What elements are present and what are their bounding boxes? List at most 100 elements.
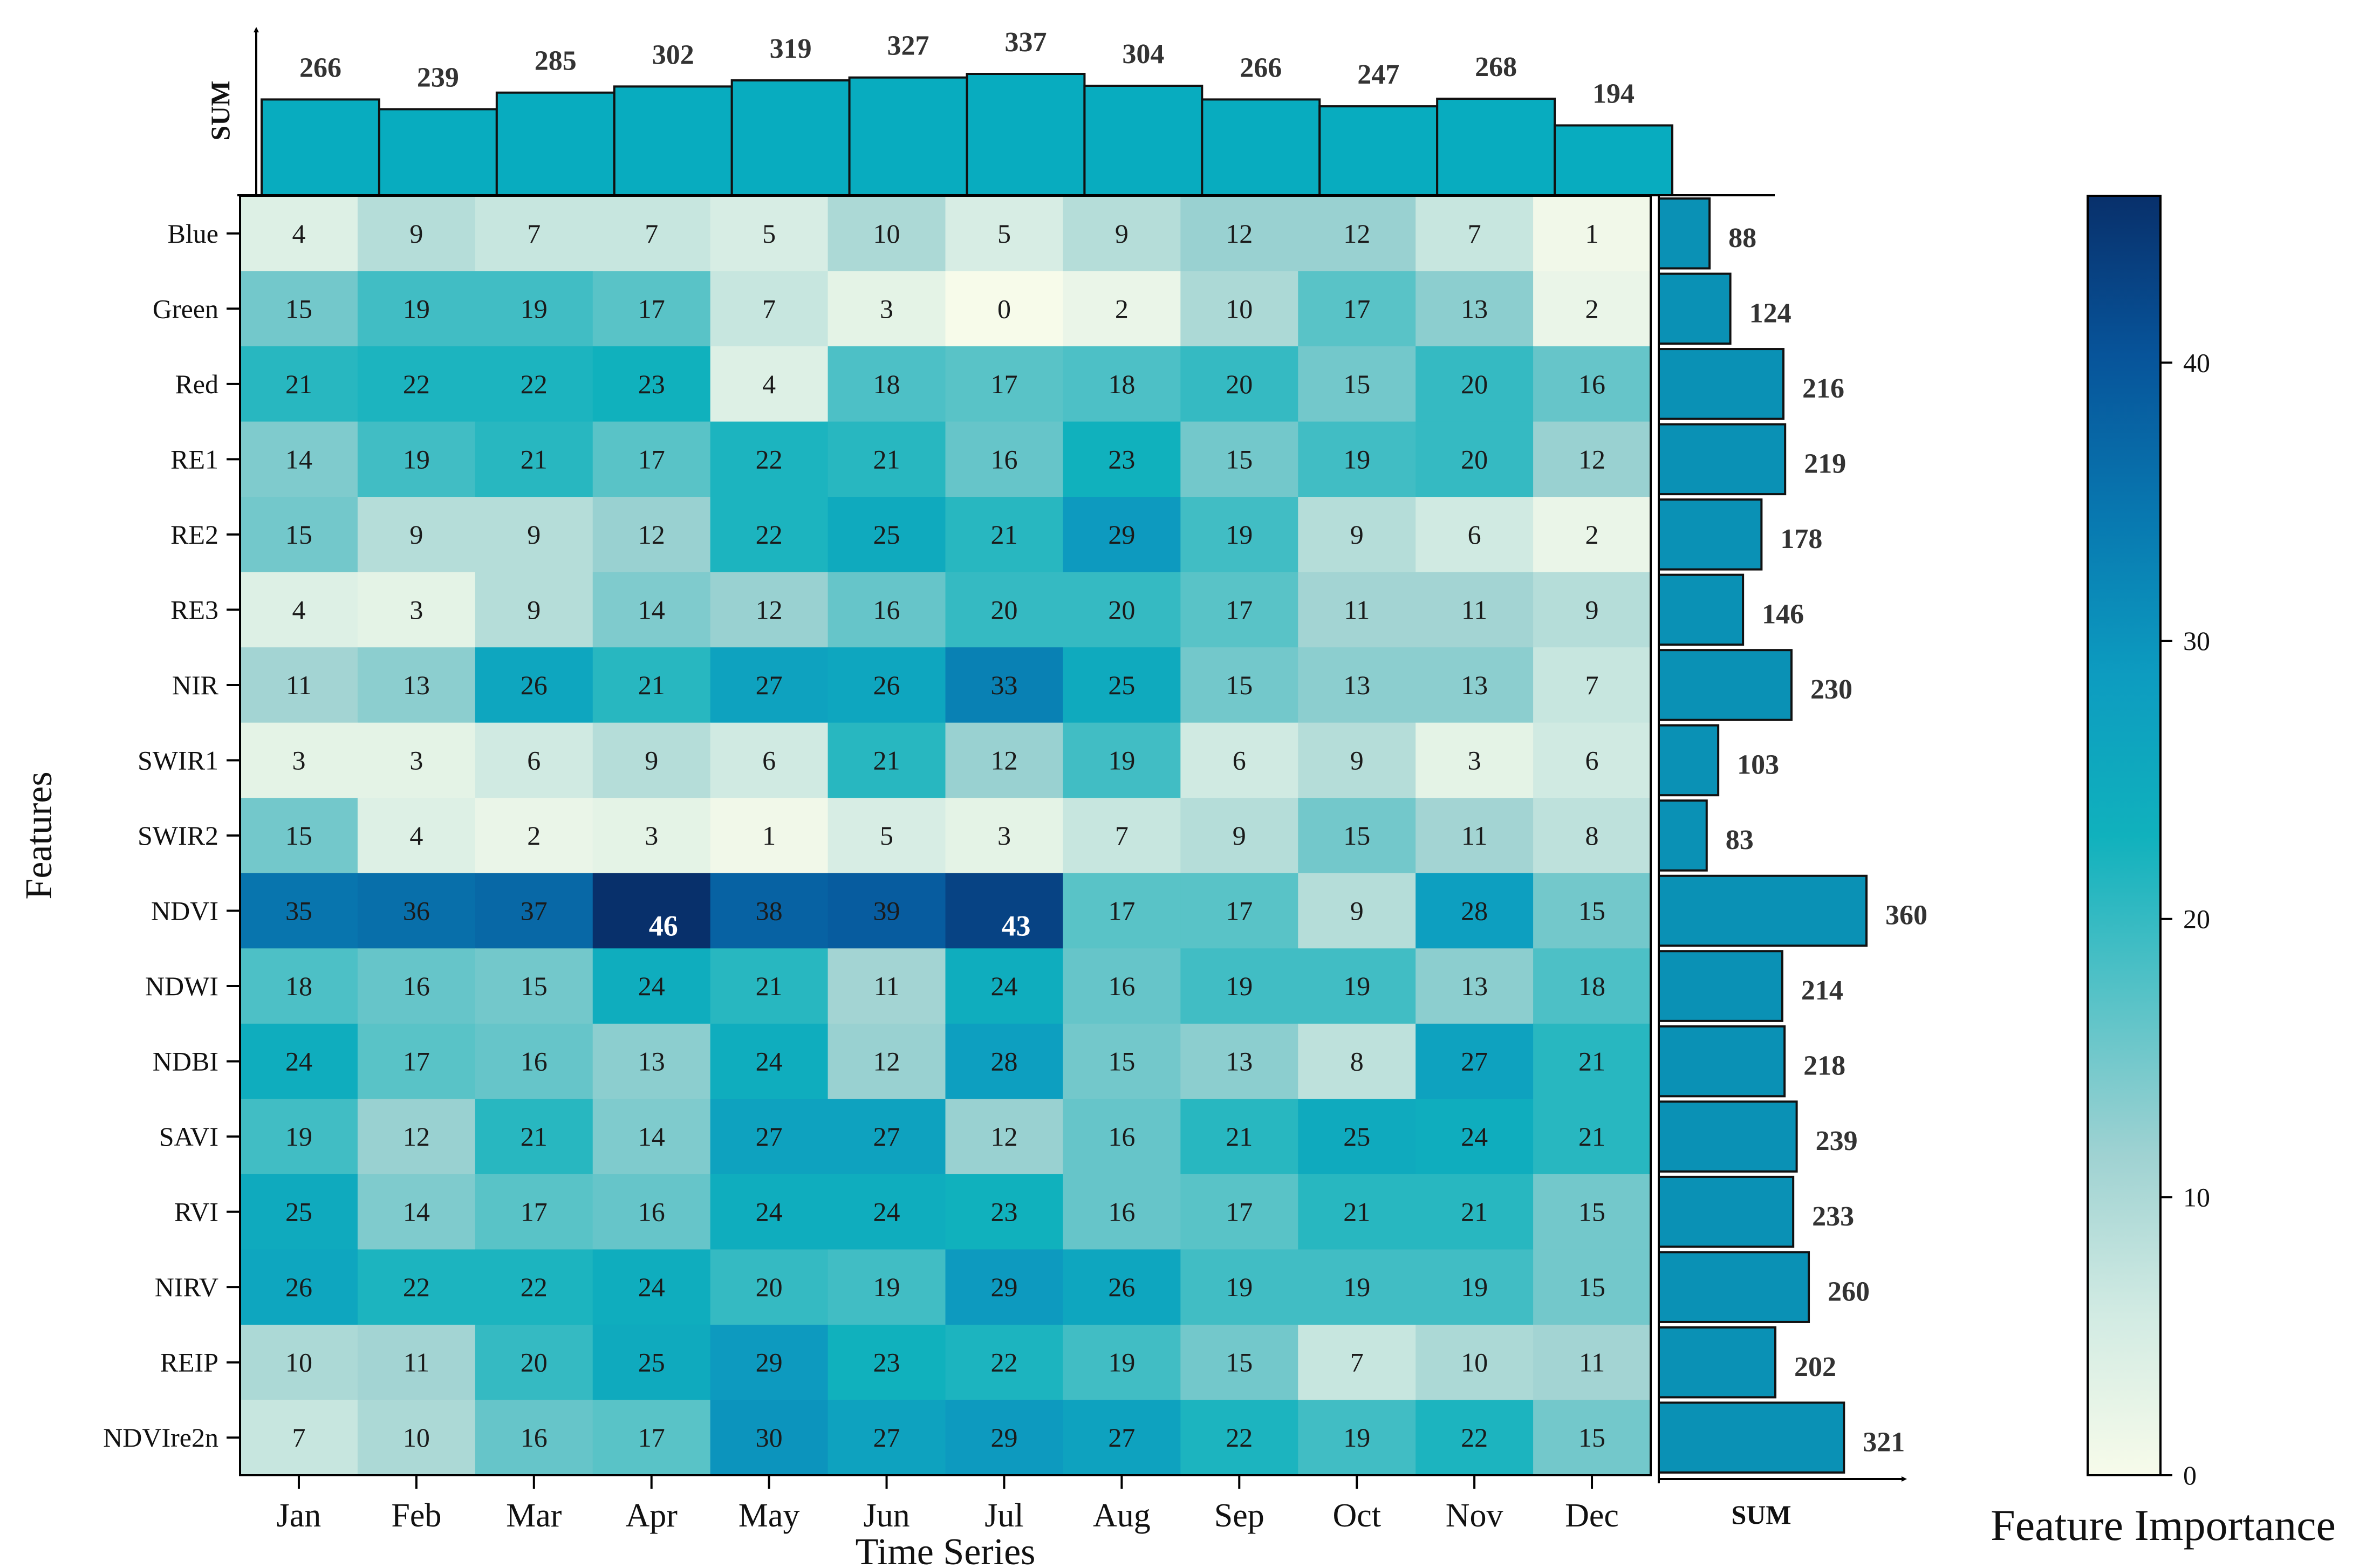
heatmap-cell <box>945 1249 1064 1325</box>
heatmap-cell <box>240 271 358 347</box>
cell-value-label: 19 <box>1226 519 1253 550</box>
top-sum-bar <box>378 108 498 196</box>
top-sum-axis-label: SUM <box>205 80 235 140</box>
heatmap-cell <box>357 1099 476 1175</box>
top-sum-bar <box>848 76 968 196</box>
cell-value-label: 24 <box>756 1046 783 1077</box>
cell-value-label: 15 <box>1578 1272 1605 1302</box>
heatmap-cell <box>945 1400 1064 1476</box>
heatmap-cell <box>1180 196 1298 272</box>
cell-value-label: 12 <box>1343 218 1370 249</box>
heatmap-cell <box>1416 798 1534 874</box>
cell-value-label: 3 <box>880 293 893 324</box>
heatmap-cell <box>1416 1023 1534 1099</box>
cell-value-label: 15 <box>1578 1197 1605 1227</box>
cell-value-label: 15 <box>1343 369 1370 399</box>
cell-value-label: 11 <box>1461 594 1487 625</box>
cell-value-label: 22 <box>1461 1422 1488 1453</box>
heatmap-cell <box>1180 1324 1298 1401</box>
cell-value-label: 1 <box>762 820 776 851</box>
heatmap-cell <box>1298 798 1416 874</box>
right-sum-bar <box>1658 272 1732 345</box>
right-sum-label: 230 <box>1810 674 1852 705</box>
cell-value-label: 9 <box>1350 519 1364 550</box>
heatmap-cell <box>1533 1099 1651 1175</box>
heatmap-cell <box>357 271 476 347</box>
heatmap-cell <box>1180 948 1298 1024</box>
cell-value-label: 23 <box>1108 444 1135 474</box>
cell-value-label: 20 <box>1461 369 1488 399</box>
cell-value-label: 15 <box>521 971 548 1001</box>
cell-value-label: 10 <box>873 218 900 249</box>
heatmap-cell <box>357 1249 476 1325</box>
cell-value-label: 23 <box>990 1197 1017 1227</box>
cell-value-label: 19 <box>1343 1272 1370 1302</box>
cell-value-label: 7 <box>1585 670 1599 700</box>
heatmap-cell <box>945 1324 1064 1401</box>
right-sum-bar <box>1658 1401 1845 1474</box>
heatmap-cell <box>710 1174 829 1250</box>
cell-value-label: 24 <box>1461 1121 1488 1152</box>
top-sum-bars: 266 239 285 302 319 327 337 304 266 247 268 194 <box>261 27 1673 196</box>
right-sum-bar <box>1658 649 1793 721</box>
heatmap-cell <box>1416 572 1534 648</box>
heatmap-cell <box>475 1249 593 1325</box>
cell-value-label: 3 <box>1468 745 1481 775</box>
y-tick-label: RE2 <box>170 519 218 550</box>
cell-value-label: 24 <box>990 971 1017 1001</box>
y-tick-label: RVI <box>174 1197 218 1227</box>
heatmap-cell <box>240 421 358 497</box>
top-sum-label: 266 <box>1240 52 1282 83</box>
cell-value-label: 38 <box>756 896 783 926</box>
cell-value-label: 17 <box>1226 896 1253 926</box>
cell-value-label: 21 <box>873 745 900 775</box>
heatmap-cell <box>1533 948 1651 1024</box>
heatmap-cell <box>1298 1099 1416 1175</box>
heatmap-cell <box>1298 1023 1416 1099</box>
heatmap-cell <box>828 1099 946 1175</box>
cell-value-label: 3 <box>645 820 658 851</box>
cell-value-label: 22 <box>756 444 783 474</box>
heatmap-cell <box>475 346 593 422</box>
heatmap-cell <box>240 1174 358 1250</box>
cell-value-label: 13 <box>1461 971 1488 1001</box>
y-tick-label: SAVI <box>159 1121 218 1152</box>
cell-value-label: 19 <box>1343 444 1370 474</box>
cell-value-label: 21 <box>521 1121 548 1152</box>
right-sum-label: 124 <box>1749 298 1791 328</box>
right-sum-bar <box>1658 950 1783 1022</box>
cell-value-label: 15 <box>1578 896 1605 926</box>
heatmap-cell <box>945 421 1064 497</box>
heatmap-cell <box>1533 1023 1651 1099</box>
heatmap-cell <box>1063 873 1181 949</box>
heatmap-cell <box>475 948 593 1024</box>
right-sum-bar <box>1658 423 1787 496</box>
heatmap-cell <box>1533 271 1651 347</box>
heatmap-cell <box>1063 1400 1181 1476</box>
cell-value-label: 16 <box>1108 1197 1135 1227</box>
right-sum-bar <box>1658 573 1745 646</box>
cell-value-label: 19 <box>1226 971 1253 1001</box>
cell-value-label: 16 <box>873 594 900 625</box>
heatmap-cell <box>1416 497 1534 573</box>
heatmap-cell <box>357 1174 476 1250</box>
heatmap-cell <box>357 948 476 1024</box>
right-sum-bar <box>1658 197 1711 270</box>
heatmap-cell <box>357 421 476 497</box>
cell-value-label: 19 <box>1343 1422 1370 1453</box>
cell-value-label: 28 <box>990 1046 1017 1077</box>
cell-value-label: 6 <box>1585 745 1599 775</box>
cell-value-label: 27 <box>1108 1422 1135 1453</box>
cell-value-label: 19 <box>873 1272 900 1302</box>
heatmap-cell <box>592 271 711 347</box>
heatmap-cell <box>1298 1174 1416 1250</box>
cell-value-label: 25 <box>285 1197 312 1227</box>
heatmap-cell <box>357 1023 476 1099</box>
heatmap-cell <box>1298 572 1416 648</box>
right-sum-bar <box>1658 498 1763 571</box>
heatmap-cell <box>592 1174 711 1250</box>
cell-value-label: 17 <box>990 369 1017 399</box>
x-tick-label: Feb <box>391 1497 441 1534</box>
cell-value-label: 22 <box>521 1272 548 1302</box>
cell-value-label: 35 <box>285 896 312 926</box>
